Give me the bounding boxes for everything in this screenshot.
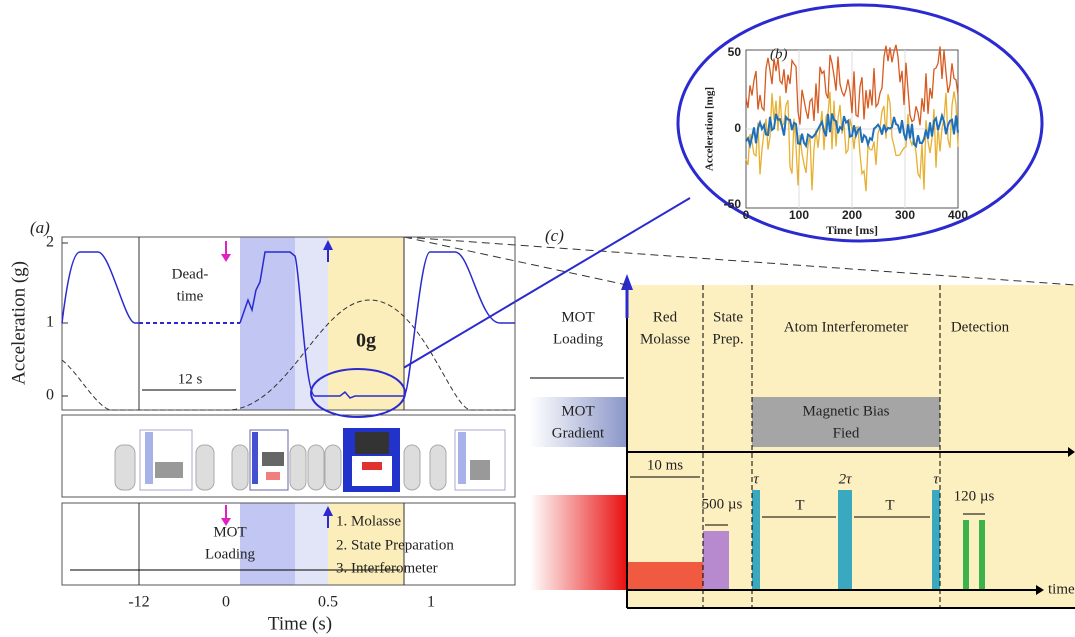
panel-label: (b) <box>770 46 788 62</box>
x-axis-label: Time (s) <box>268 613 332 634</box>
state-prep-pulse <box>703 531 729 590</box>
phase-label: Red <box>653 309 678 325</box>
duration: T <box>795 497 804 513</box>
x-tick-label: 200 <box>842 208 862 222</box>
duration: T <box>885 497 894 513</box>
row-label: Loading <box>553 331 603 347</box>
duration: 120 µs <box>954 488 995 504</box>
mot-arrow-head <box>621 274 633 290</box>
x-tick-label: 0.5 <box>318 594 338 611</box>
time-label: time <box>1048 581 1075 597</box>
annotation: 12 s <box>178 371 203 387</box>
gradient-ramp <box>530 397 627 447</box>
y-tick-label: 1 <box>46 314 54 331</box>
duration: 10 ms <box>647 457 683 473</box>
panel-a: (a) Acceleration (g) 2 1 0 -12 0 0.5 1 T… <box>8 218 516 634</box>
phase-label: State <box>713 309 743 325</box>
pulse-label: τ <box>933 471 939 487</box>
pulse-label: 2τ <box>839 471 853 487</box>
step: 1. Molasse <box>336 513 401 529</box>
x-tick-label: 100 <box>789 208 809 222</box>
panel-c-axes <box>626 285 1075 609</box>
phase-dividers <box>702 285 941 608</box>
annotation: time <box>177 288 204 304</box>
x-tick-label: -12 <box>128 594 149 611</box>
x-axis-label: Time [ms] <box>826 223 878 237</box>
annotation: Loading <box>205 546 255 562</box>
bias-label: Fied <box>833 425 860 441</box>
row-label: MOT <box>561 309 594 325</box>
y-tick-label: -50 <box>724 197 742 211</box>
row-label: MOT <box>561 403 594 419</box>
bias-label: Magnetic Bias <box>802 403 889 419</box>
phase-label: Molasse <box>640 331 690 347</box>
x-tick-label: 0 <box>743 208 750 222</box>
phase-label: Detection <box>951 319 1010 335</box>
pulse <box>838 490 852 590</box>
y-tick-label: 0 <box>46 387 54 404</box>
pulse <box>752 490 760 590</box>
bias-box <box>752 397 940 447</box>
step: 2. State Preparation <box>336 537 454 553</box>
zoom-link <box>399 197 691 371</box>
panel-c-texts: (c) MOT Loading MOT Gradient Red Molasse… <box>545 226 1075 598</box>
x-tick-label: 0 <box>222 594 230 611</box>
annotation: MOT <box>213 524 246 540</box>
pulse <box>932 490 940 590</box>
pulse-label: τ <box>753 471 759 487</box>
red-ramp <box>530 495 627 590</box>
panel-b: (b) Acceleration [mg] 50 0 -50 0 100 200… <box>676 3 1044 243</box>
detect-pulse <box>979 520 985 590</box>
annotation: Dead- <box>172 266 209 282</box>
y-tick-label: 0 <box>734 121 741 135</box>
y-tick-label: 2 <box>46 234 54 251</box>
annotation: 0g <box>356 330 376 352</box>
phase-label: Prep. <box>712 331 743 347</box>
row-label: Gradient <box>552 425 605 441</box>
panel-label: (a) <box>30 218 50 237</box>
step: 3. Interferometer <box>336 560 438 576</box>
duration-arrows <box>630 476 985 526</box>
x-tick-label: 400 <box>948 208 968 222</box>
y-axis-label: Acceleration (g) <box>8 261 29 385</box>
phase-label: Atom Interferometer <box>784 319 909 335</box>
y-axis-label: Acceleration [mg] <box>704 87 716 171</box>
y-tick-label: 50 <box>728 45 742 59</box>
detect-pulse <box>963 520 969 590</box>
x-tick-label: 300 <box>895 208 915 222</box>
panel-label: (c) <box>545 226 564 245</box>
duration: 500 µs <box>702 496 743 512</box>
zoom-lines <box>403 236 1075 286</box>
x-tick-label: 1 <box>427 594 435 611</box>
red-molasse-pulse <box>627 562 703 590</box>
